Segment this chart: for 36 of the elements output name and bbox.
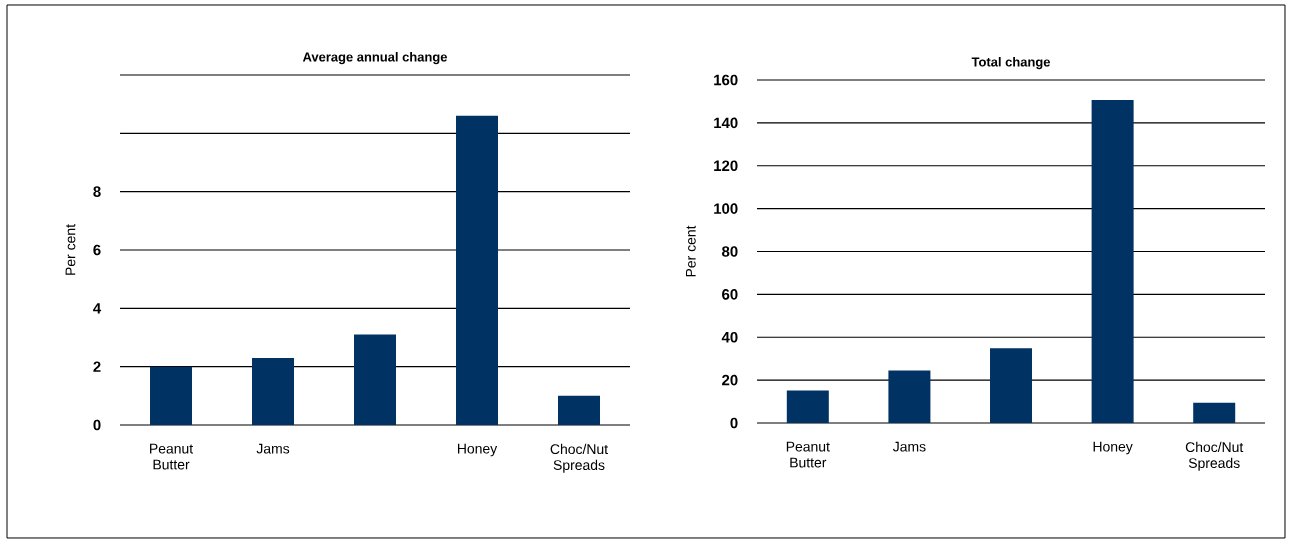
bar xyxy=(888,370,931,423)
y-tick-label: 120 xyxy=(714,160,738,172)
bar xyxy=(990,348,1033,423)
x-tick-label: Jams xyxy=(892,441,926,452)
bar xyxy=(1091,99,1134,423)
x-tick-label: Peanut Butter xyxy=(150,443,194,470)
y-tick-label: 20 xyxy=(722,374,738,386)
bar xyxy=(456,115,499,425)
x-tick-label: Peanut Butter xyxy=(786,441,830,468)
x-tick-label: Choc/Nut Spreads xyxy=(550,443,608,473)
y-tick-label: 0 xyxy=(730,417,738,429)
y-axis-title: Per cent xyxy=(65,224,76,275)
y-tick-label: 140 xyxy=(714,117,738,129)
y-tick-label: 0 xyxy=(93,419,101,431)
x-tick-label: Choc/Nut Spreads xyxy=(1185,441,1244,471)
bar xyxy=(150,366,193,425)
chart-title: Average annual change xyxy=(302,52,448,65)
x-tick-label: Jams xyxy=(256,443,290,454)
y-tick-label: 100 xyxy=(714,203,738,214)
y-tick-label: 160 xyxy=(714,74,738,86)
bar xyxy=(786,390,829,423)
bar xyxy=(558,395,601,425)
bar xyxy=(252,357,295,425)
y-tick-label: 60 xyxy=(722,289,738,300)
bar xyxy=(1193,402,1236,423)
bar xyxy=(354,334,397,425)
y-tick-label: 8 xyxy=(93,186,101,197)
y-axis-title: Per cent xyxy=(686,225,696,277)
y-tick-label: 4 xyxy=(93,303,102,314)
y-tick-label: 80 xyxy=(722,246,738,257)
chart-title: Total change xyxy=(971,57,1051,70)
y-tick-label: 6 xyxy=(93,244,101,256)
x-tick-label: Honey xyxy=(1093,441,1133,455)
y-tick-label: 40 xyxy=(721,331,738,343)
x-tick-label: Honey xyxy=(457,443,498,457)
y-tick-label: 2 xyxy=(93,361,101,372)
